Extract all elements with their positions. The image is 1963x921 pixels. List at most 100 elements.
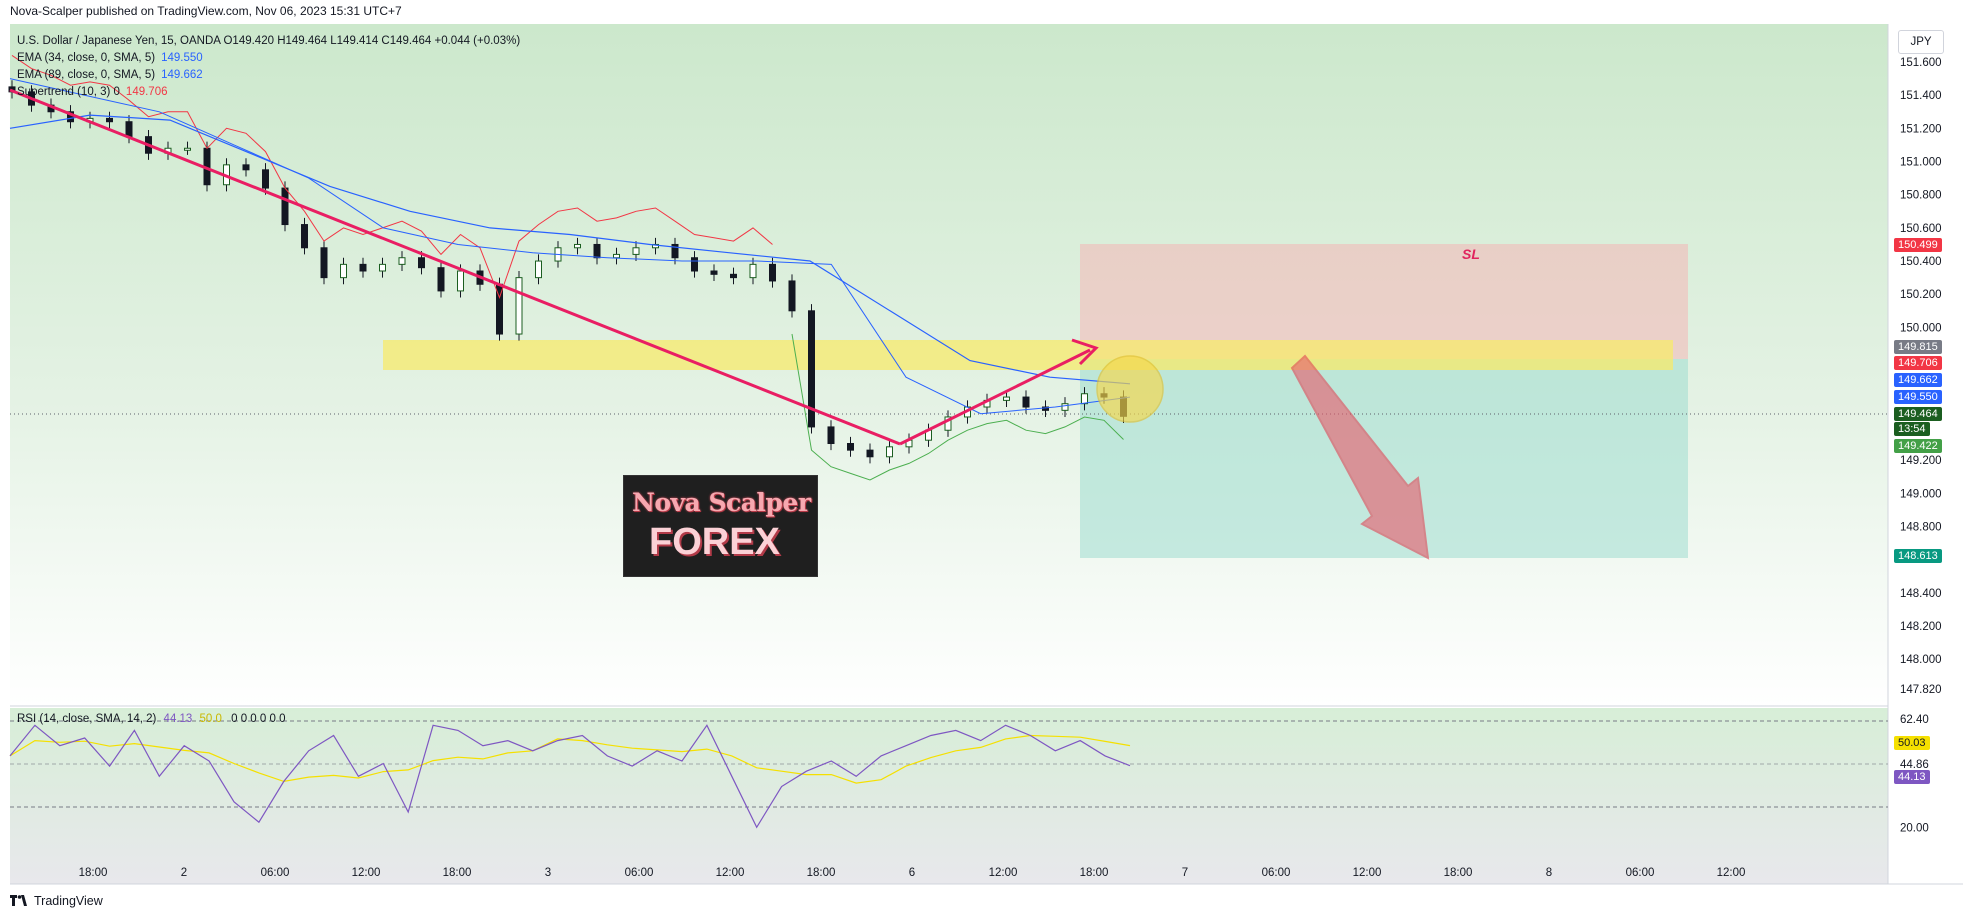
price-tick-label: 151.600: [1900, 57, 1942, 69]
uptrend-line[interactable]: [899, 348, 1091, 446]
candle-body: [944, 416, 952, 431]
candle-body: [1042, 406, 1049, 411]
supertrend-value: 149.706: [125, 86, 168, 98]
sl-label: SL: [1462, 246, 1480, 262]
candle-body: [340, 263, 347, 279]
logo-line-2: FOREX: [649, 521, 780, 563]
time-tick-label: 06:00: [625, 867, 654, 879]
price-tick-label: 149.200: [1900, 455, 1942, 467]
price-tick-label: 151.200: [1900, 123, 1942, 135]
candle-body: [671, 243, 679, 259]
price-badge: 149.550: [1894, 390, 1942, 404]
uptrend-arrowhead: [1071, 338, 1099, 366]
footer-brand: TradingView: [34, 894, 103, 908]
logo-line-1: Nova Scalper: [632, 488, 811, 517]
time-tick-label: 06:00: [1262, 867, 1291, 879]
rsi-pane-background: [10, 708, 1888, 884]
supertrend-down-line: [11, 54, 773, 299]
candle-body: [106, 117, 113, 123]
candle-body: [827, 426, 835, 445]
support-zone[interactable]: [383, 340, 1673, 370]
rsi-ma-value: 50.0: [199, 713, 222, 725]
ema89-label: EMA (89, close, 0, SMA, 5): [17, 69, 156, 81]
candle-body: [437, 267, 445, 292]
price-tick-label: 148.200: [1900, 621, 1942, 633]
footer: TradingView: [10, 894, 103, 908]
candle-body: [847, 443, 854, 451]
price-tick-label: 150.000: [1900, 322, 1942, 334]
rsi-tick-label: 20.00: [1900, 822, 1929, 834]
candle-body: [866, 449, 874, 458]
candle-body: [808, 310, 815, 428]
price-tick-label: 148.400: [1900, 588, 1942, 600]
indicator-legend: U.S. Dollar / Japanese Yen, 15, OANDA O1…: [17, 33, 520, 101]
candle-body: [418, 257, 425, 269]
candle-body: [1003, 396, 1010, 401]
candle-body: [632, 247, 640, 255]
currency-button[interactable]: JPY: [1898, 30, 1944, 54]
candle-body: [398, 257, 406, 265]
candle-body: [262, 169, 269, 189]
entry-circle-marker[interactable]: [1096, 355, 1164, 423]
price-tick-label: 149.000: [1900, 488, 1942, 500]
ema89-value: 149.662: [161, 69, 203, 81]
time-tick-label: 12:00: [352, 867, 381, 879]
stop-loss-zone[interactable]: [1080, 244, 1688, 359]
rsi-line: [9, 724, 1131, 829]
symbol-line: U.S. Dollar / Japanese Yen, 15, OANDA O1…: [17, 35, 521, 47]
time-tick-label: 18:00: [79, 867, 108, 879]
candle-body: [1081, 393, 1088, 405]
price-tick-label: 148.000: [1900, 654, 1942, 666]
price-tick-label: 148.800: [1900, 521, 1942, 533]
short-arrow[interactable]: [1290, 354, 1430, 560]
candle-body: [710, 270, 718, 275]
price-badge: 149.706: [1894, 356, 1942, 370]
ema34-value: 149.550: [161, 52, 203, 64]
candle-body: [359, 263, 367, 272]
rsi-tick-label: 44.86: [1900, 759, 1929, 771]
rsi-ma-line: [9, 734, 1131, 784]
candle-body: [652, 243, 659, 249]
downtrend-line[interactable]: [9, 88, 901, 446]
candle-body: [1022, 396, 1030, 408]
price-axis: 151.600 151.400 151.200 151.000 150.800 150.6…: [1900, 57, 1942, 696]
candle-body: [515, 277, 523, 335]
price-badge: 149.464: [1894, 407, 1942, 421]
ema34-label: EMA (34, close, 0, SMA, 5): [17, 52, 156, 64]
time-tick-label: 12:00: [716, 867, 745, 879]
price-tick-label: 150.600: [1900, 223, 1942, 235]
ema89-legend[interactable]: EMA (89, close, 0, SMA, 5) 149.662: [17, 67, 520, 84]
price-tick-label: 147.820: [1900, 684, 1942, 696]
candle-body: [125, 121, 133, 138]
candle-body: [320, 247, 328, 279]
ema34-legend[interactable]: EMA (34, close, 0, SMA, 5) 149.550: [17, 50, 520, 67]
candle-body: [788, 280, 796, 312]
price-tick-label: 150.400: [1900, 256, 1942, 268]
price-badge: 149.662: [1894, 373, 1942, 387]
price-badge: 148.613: [1894, 549, 1942, 563]
rsi-value: 44.13: [163, 713, 193, 725]
candle-body: [730, 273, 737, 279]
tradingview-logo-icon: [10, 895, 27, 906]
time-tick-label: 3: [545, 867, 551, 879]
supertrend-legend[interactable]: Supertrend (10, 3) 0 149.706: [17, 84, 520, 101]
price-tick-label: 150.800: [1900, 190, 1942, 202]
candle-body: [242, 164, 250, 171]
price-tick-label: 151.000: [1900, 157, 1942, 169]
supertrend-up-line: [791, 333, 1124, 481]
time-tick-label: 18:00: [1080, 867, 1109, 879]
candle-body: [535, 260, 542, 279]
price-badge: 13:54: [1894, 422, 1930, 436]
time-tick-label: 06:00: [1626, 867, 1655, 879]
candle-body: [184, 147, 191, 151]
price-badge: 149.422: [1894, 439, 1942, 453]
rsi-label: RSI (14, close, SMA, 14, 2): [17, 713, 157, 725]
time-tick-label: 12:00: [1353, 867, 1382, 879]
rsi-legend[interactable]: RSI (14, close, SMA, 14, 2) 44.13 50.0 0…: [17, 713, 285, 725]
candle-body: [593, 243, 601, 259]
rsi-extra-values: 0 0 0 0 0 0: [231, 713, 286, 725]
time-tick-label: 2: [181, 867, 187, 879]
candle-body: [1061, 403, 1069, 411]
time-tick-label: 18:00: [807, 867, 836, 879]
